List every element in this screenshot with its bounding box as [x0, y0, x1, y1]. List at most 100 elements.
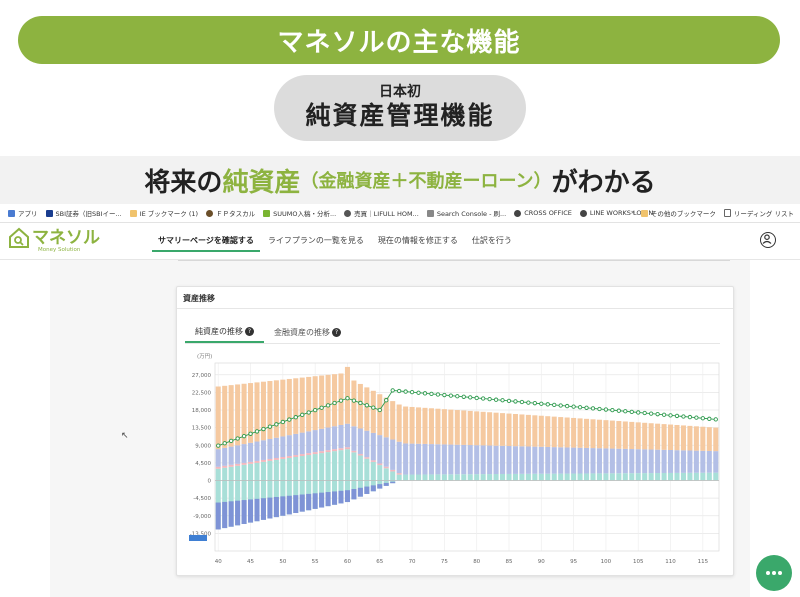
bar-real-estate — [319, 375, 325, 429]
bar-real-estate — [448, 409, 454, 445]
y-tick-label: -13,500 — [190, 531, 212, 537]
net-assets-point — [661, 412, 667, 417]
bar-cash — [713, 472, 719, 481]
bar-insurance — [364, 457, 370, 459]
net-assets-point — [455, 394, 460, 399]
x-tick-label: 40 — [215, 559, 222, 565]
bar-debt-lower — [248, 499, 254, 523]
nav-summary[interactable]: サマリーページを確認する — [152, 231, 260, 252]
bar-investment — [532, 446, 538, 474]
x-tick-label: 105 — [633, 559, 644, 565]
bookmark-ie[interactable]: IE ブックマーク (1) — [129, 208, 198, 218]
net-assets-point — [623, 409, 628, 414]
bookmarks-overflow[interactable]: » — [630, 208, 635, 216]
net-assets-point — [384, 398, 389, 403]
help-icon[interactable]: ? — [245, 327, 254, 336]
tab-financial-assets[interactable]: 金融資産の推移 ? — [264, 323, 351, 343]
bar-investment — [493, 445, 499, 475]
bookmark-apps[interactable]: アプリ — [8, 208, 38, 218]
net-assets-point — [545, 402, 550, 407]
bar-insurance — [235, 463, 241, 466]
bar-investment — [351, 426, 357, 451]
bookmark-suumo[interactable]: SUUMO入稿・分析... — [263, 208, 336, 218]
bar-investment — [306, 431, 312, 454]
bar-debt-lower — [280, 496, 286, 516]
user-account-icon[interactable] — [760, 232, 776, 248]
x-tick-label: 85 — [506, 559, 513, 565]
bar-insurance — [273, 457, 279, 460]
bar-investment — [235, 445, 241, 464]
bar-debt-lower — [370, 485, 376, 492]
bar-cash — [629, 473, 635, 481]
bar-cash — [396, 474, 402, 481]
bookmark-sbi[interactable]: SBI証券（旧SBIイー... — [45, 208, 122, 218]
bar-real-estate — [661, 424, 667, 450]
net-assets-point — [229, 438, 234, 444]
nav-edit-info[interactable]: 現在の情報を修正する — [377, 236, 458, 245]
bar-real-estate — [493, 412, 499, 446]
bar-debt-lower — [364, 486, 370, 494]
net-assets-point — [416, 390, 421, 395]
bookmark-reading-list[interactable]: リーディング リスト — [723, 208, 794, 218]
bar-cash — [428, 474, 434, 481]
bar-investment — [403, 443, 409, 475]
bar-investment — [241, 444, 247, 463]
bar-debt-lower — [377, 484, 383, 489]
net-assets-point — [358, 400, 363, 406]
nav-lifeplan[interactable]: ライフプランの一覧を見る — [267, 236, 364, 245]
bar-cash — [235, 465, 241, 481]
bookmark-cross-office[interactable]: CROSS OFFICE — [514, 209, 572, 217]
bar-cash — [370, 461, 376, 481]
bar-insurance — [241, 462, 247, 465]
x-tick-label: 65 — [376, 559, 383, 565]
bar-real-estate — [467, 410, 473, 446]
folder-icon — [129, 209, 137, 217]
bar-real-estate — [351, 380, 357, 427]
bookmark-line-works[interactable]: LINE WORKS LOGIN — [579, 209, 653, 217]
bar-real-estate — [273, 380, 279, 438]
bar-real-estate — [480, 411, 486, 446]
bar-insurance — [280, 457, 286, 459]
net-assets-point — [558, 403, 563, 408]
chat-button[interactable] — [756, 555, 792, 591]
bar-insurance — [319, 451, 325, 454]
bar-real-estate — [370, 390, 376, 433]
nav-journal[interactable]: 仕訳を行う — [471, 236, 512, 245]
net-assets-point — [254, 429, 260, 434]
headline-highlight: 純資産 — [222, 167, 301, 198]
tab-net-assets[interactable]: 純資産の推移 ? — [185, 323, 264, 343]
bookmark-search-console[interactable]: Search Console - 刷... — [426, 208, 506, 218]
bar-cash — [441, 474, 447, 481]
bar-insurance — [338, 448, 344, 451]
bar-real-estate — [248, 383, 254, 443]
document-icon — [426, 209, 434, 217]
help-icon[interactable]: ? — [332, 328, 341, 337]
bar-investment — [454, 444, 460, 475]
browser-screen: アプリ SBI証券（旧SBIイー... IE ブックマーク (1) ＦＰタスカル… — [0, 204, 800, 597]
bar-cash — [248, 463, 254, 481]
bar-debt-lower — [293, 495, 299, 514]
bookmark-other[interactable]: その他のブックマーク — [640, 208, 716, 218]
bar-cash — [390, 471, 396, 481]
bookmarks-bar: アプリ SBI証券（旧SBIイー... IE ブックマーク (1) ＦＰタスカル… — [0, 204, 800, 223]
bar-debt-lower — [273, 496, 279, 518]
bar-investment — [661, 449, 667, 473]
bar-real-estate — [668, 424, 674, 451]
bar-real-estate — [487, 412, 493, 446]
net-assets-point — [707, 416, 712, 421]
bar-real-estate — [332, 374, 338, 427]
bar-real-estate — [603, 420, 609, 449]
net-assets-point — [461, 394, 466, 399]
bar-real-estate — [693, 426, 699, 451]
bookmark-fp[interactable]: ＦＰタスカル — [206, 208, 255, 218]
bar-cash — [222, 467, 228, 481]
app-logo[interactable]: マネソル Money Solution — [8, 227, 100, 253]
net-assets-point — [371, 405, 376, 410]
x-tick-label: 55 — [312, 559, 319, 565]
net-assets-point — [506, 398, 512, 404]
net-assets-point — [468, 395, 473, 400]
bar-debt-lower — [254, 498, 260, 522]
bar-debt-lower — [344, 490, 350, 503]
bookmark-lifull[interactable]: 売買｜LIFULL HOM... — [344, 208, 419, 218]
bar-cash — [461, 474, 467, 481]
